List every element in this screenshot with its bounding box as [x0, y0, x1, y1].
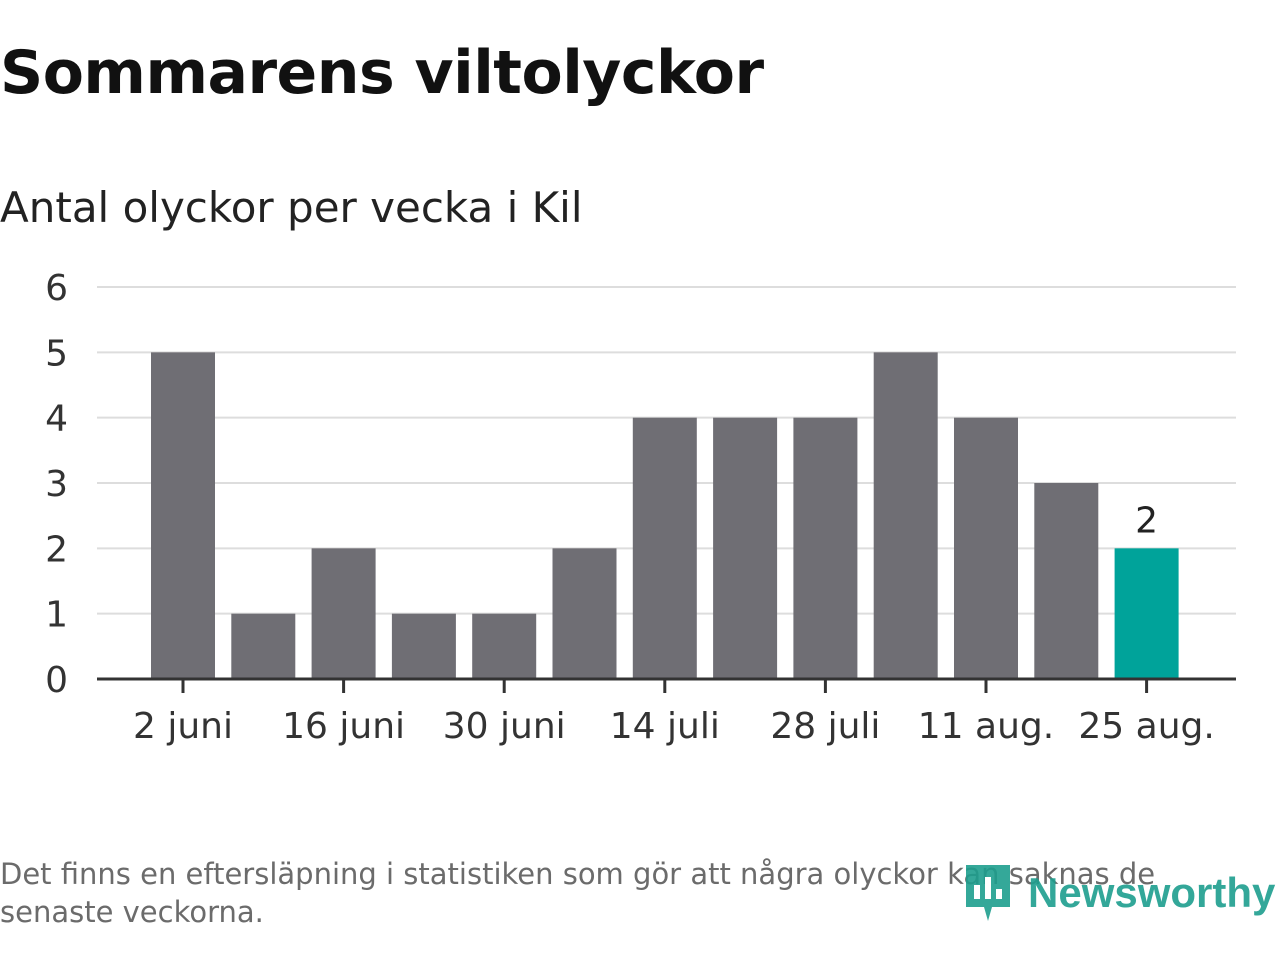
bar	[1034, 483, 1099, 679]
x-tick-label: 16 juni	[282, 706, 405, 747]
x-tick-label: 30 juni	[443, 706, 566, 747]
y-tick-label: 0	[45, 660, 68, 701]
x-tick-label: 11 aug.	[918, 706, 1054, 747]
x-tick-label: 14 juli	[610, 706, 720, 747]
footnote: Det finns en eftersläpning i statistiken…	[0, 857, 1156, 929]
x-axis-ticks: 2 juni 16 juni 30 juni 14 juli 28 juli 11 aug…	[133, 679, 1215, 747]
bar	[151, 352, 215, 679]
x-tick-label: 2 juni	[133, 706, 233, 747]
bar	[311, 548, 376, 679]
bar	[1114, 548, 1179, 679]
bar	[793, 417, 858, 679]
y-tick-label: 6	[45, 268, 68, 309]
y-tick-label: 3	[45, 464, 68, 505]
newsworthy-logo-text: Newsworthy	[1028, 869, 1276, 916]
bar	[632, 417, 697, 679]
x-tick-label: 25 aug.	[1078, 706, 1214, 747]
x-tick-label: 28 juli	[770, 706, 880, 747]
bar	[713, 417, 778, 679]
y-axis-ticks: 0 1 2 3 4 5 6	[45, 268, 68, 701]
y-tick-label: 5	[45, 333, 68, 374]
bars	[151, 352, 1179, 679]
bar	[873, 352, 938, 679]
chart-title: Sommarens viltolyckor	[0, 38, 764, 108]
bar-chart: 0 1 2 3 4 5 6 2 2 juni 16 juni 30 juni 14 juli 28 …	[45, 268, 1236, 747]
data-label: 2	[1135, 500, 1158, 541]
bar	[954, 417, 1018, 679]
y-tick-label: 1	[45, 595, 68, 636]
chart-subtitle: Antal olyckor per vecka i Kil	[0, 183, 583, 232]
newsworthy-logo-icon	[966, 865, 1010, 921]
bar	[391, 613, 456, 679]
newsworthy-logo: Newsworthy	[962, 858, 1275, 928]
y-tick-label: 2	[45, 529, 68, 570]
y-tick-label: 4	[45, 399, 68, 440]
bar	[472, 613, 537, 679]
data-labels: 2	[1135, 500, 1158, 541]
bar	[552, 548, 617, 679]
bar	[231, 613, 296, 679]
